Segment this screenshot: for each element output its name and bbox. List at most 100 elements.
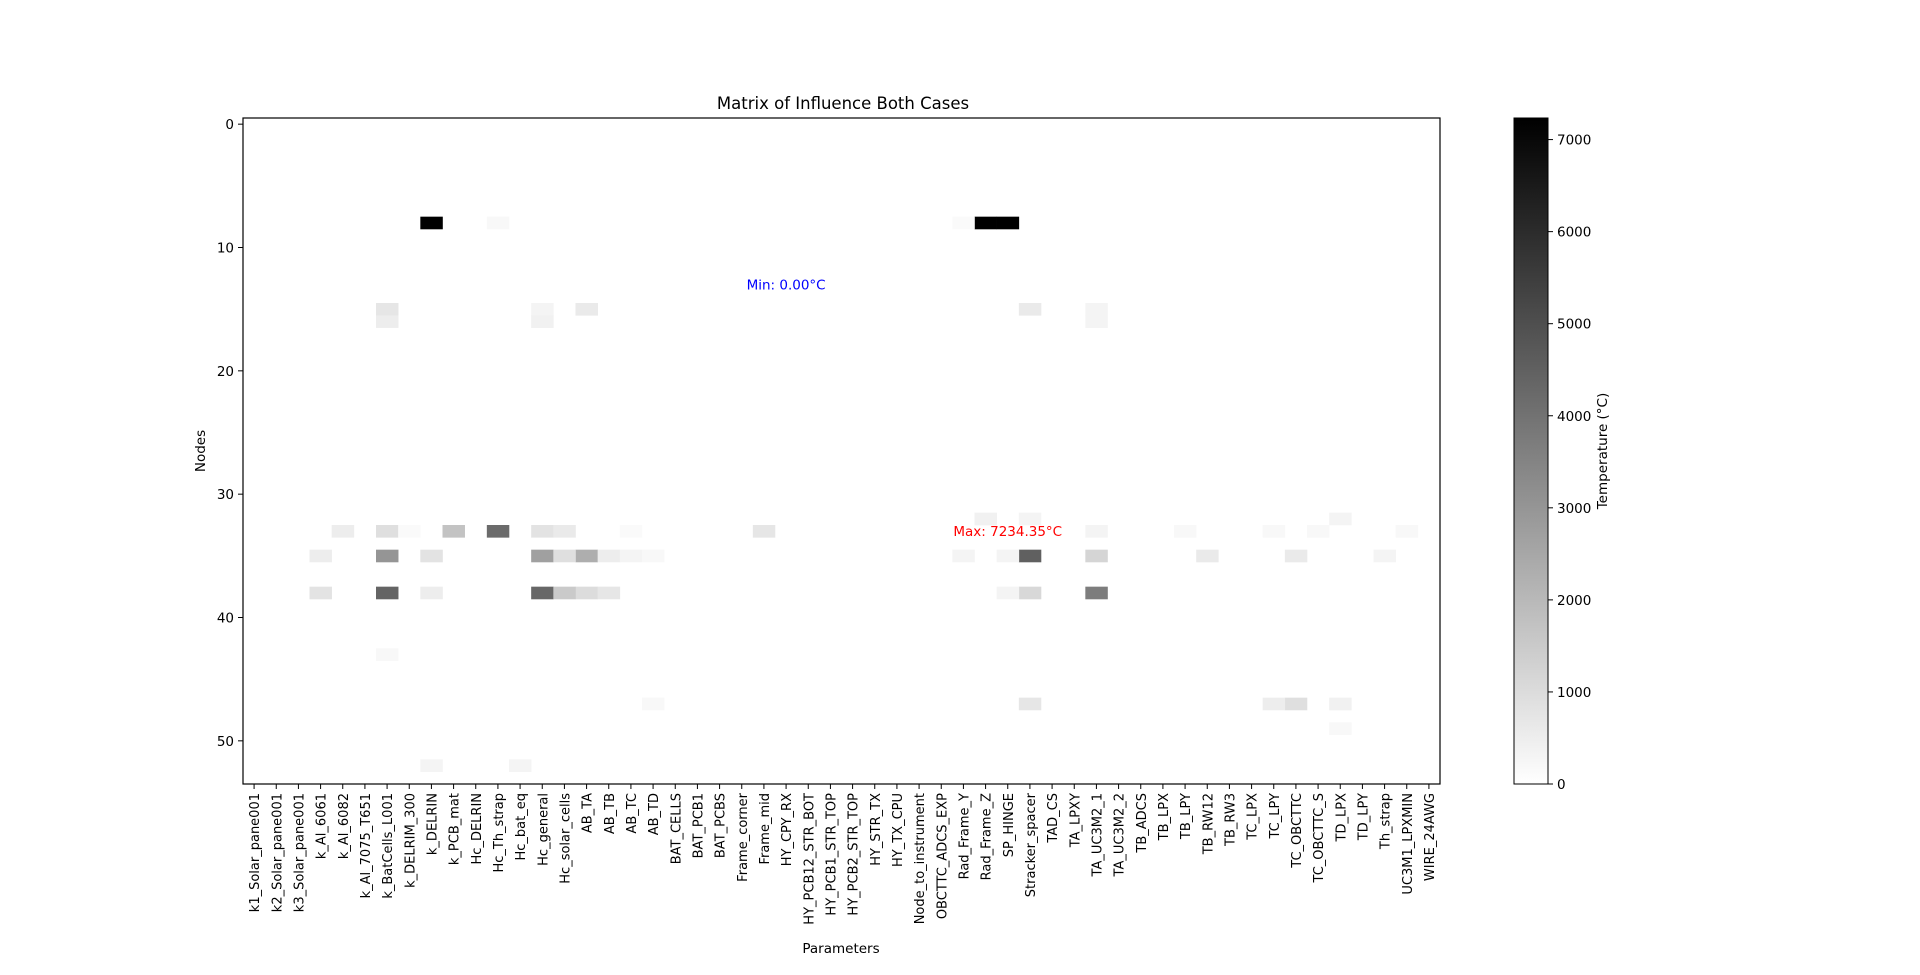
heatmap-cell (531, 315, 554, 328)
heatmap-cell (619, 549, 643, 563)
x-tick-label: k_DELRIN (425, 793, 440, 855)
heatmap-cell (509, 759, 532, 772)
heatmap-cell (1262, 525, 1286, 538)
heatmap-cell (420, 216, 443, 230)
chart-title: Matrix of Influence Both Cases (717, 94, 969, 113)
heatmap-cell (531, 586, 554, 600)
heatmap-cell (376, 525, 399, 538)
x-tick-label: TD_LPX (1334, 793, 1349, 843)
heatmap-cell (553, 586, 576, 600)
heatmap-cell (486, 525, 510, 538)
colorbar-tick-label: 7000 (1557, 133, 1591, 149)
heatmap-cell (1196, 549, 1219, 563)
x-tick-label: AB_TC (625, 793, 640, 834)
x-tick-label: HY_STR_TX (869, 793, 884, 866)
plot-frame (242, 117, 1441, 785)
y-tick-label: 50 (217, 734, 234, 750)
x-tick-label: Hc_DELRIN (470, 793, 485, 864)
x-tick-label: k_DELRIM_300 (403, 793, 418, 888)
x-tick-label: UC3M1_LPXMIN (1401, 793, 1416, 895)
x-tick-label: k_Al_6061 (315, 793, 330, 859)
colorbar-tick-label: 1000 (1557, 685, 1591, 701)
heatmap-annotations: Min: 0.00°C Max: 7234.35°C (747, 278, 1063, 541)
heatmap-cell (1284, 697, 1308, 711)
x-tick-label: Node_to_instrument (913, 793, 928, 924)
x-tick-label: TB_RW12 (1201, 793, 1216, 855)
heatmap-cell (1307, 525, 1330, 538)
x-tick-label: k_PCB_mat (448, 793, 463, 865)
colorbar: 0 1000 2000 3000 4000 5000 6000 7000 Temperatur… (1513, 117, 1611, 793)
x-tick-label: Hc_general (536, 793, 551, 866)
heatmap-cell (1373, 549, 1396, 563)
x-tick-label: Rad_Frame_Y (957, 793, 972, 879)
heatmap-cell (996, 216, 1020, 230)
x-tick-label: BAT_PCBS (714, 793, 729, 858)
colorbar-tick-label: 5000 (1557, 317, 1591, 333)
heatmap-cell (1284, 549, 1308, 563)
x-tick-label: TA_UC3M2_1 (1090, 793, 1105, 877)
heatmap-cells (309, 216, 1419, 772)
heatmap-cell (309, 586, 332, 600)
x-tick-label: HY_PCB1_STR_TOP (824, 793, 839, 916)
heatmap-cell (575, 549, 598, 563)
x-tick-label: Rad_Frame_Z (980, 793, 995, 880)
heatmap-cell (996, 586, 1020, 600)
x-axis-label: Parameters (802, 941, 879, 957)
y-tick-label: 20 (217, 364, 234, 380)
heatmap-cell (442, 525, 465, 538)
heatmap-cell (309, 549, 332, 563)
heatmap-cell (531, 549, 554, 563)
heatmap-cell (752, 525, 776, 538)
x-tick-label: Hc_Th_strap (492, 793, 507, 873)
x-tick-label: k_Al_6082 (337, 793, 352, 859)
x-tick-label: SP_HINGE (1002, 793, 1017, 857)
x-tick-label: k_Al_7075_T651 (359, 793, 374, 898)
heatmap-cell (597, 549, 621, 563)
x-tick-label: Stracker_spacer (1024, 792, 1039, 897)
heatmap-cell (1395, 525, 1419, 538)
colorbar-tick-label: 0 (1557, 777, 1566, 793)
heatmap-cell (619, 525, 643, 538)
heatmap-cell (575, 303, 598, 316)
x-tick-label: TB_LPY (1179, 793, 1194, 840)
heatmap-cell (1329, 512, 1352, 526)
heatmap-cell (974, 216, 997, 230)
heatmap-cell (575, 586, 598, 600)
x-tick-label: OBCTTC_ADCS_EXP (935, 793, 950, 919)
x-axis-ticks: k1_Solar_pane001 k2_Solar_pane001 k3_Solar… (248, 784, 1438, 925)
heatmap-cell (974, 512, 997, 526)
heatmap-cell (376, 648, 399, 661)
colorbar-tick-label: 4000 (1557, 409, 1591, 425)
heatmap-cell (1262, 697, 1286, 711)
heatmap-cell (1018, 697, 1042, 711)
x-tick-label: TAD_CS (1046, 793, 1061, 844)
x-tick-label: Frame_mid (758, 793, 773, 865)
heatmap-cell (531, 525, 554, 538)
x-tick-label: k1_Solar_pane001 (248, 793, 263, 912)
heatmap-cell (553, 549, 576, 563)
x-tick-label: TB_ADCS (1135, 793, 1150, 854)
x-tick-label: TC_LPX (1246, 793, 1261, 841)
x-tick-label: BAT_PCB1 (691, 793, 706, 858)
heatmap-cell (952, 549, 975, 563)
x-tick-label: TD_LPY (1356, 793, 1371, 841)
colorbar-tick-label: 6000 (1557, 225, 1591, 241)
heatmap-cell (1085, 525, 1108, 538)
colorbar-ticks: 0 1000 2000 3000 4000 5000 6000 7000 (1548, 133, 1591, 793)
heatmap-cell (1018, 303, 1042, 316)
x-tick-label: AB_TA (581, 793, 596, 833)
x-tick-label: TC_OBCTTC_S (1312, 793, 1327, 883)
x-tick-label: TC_OBCTTC (1290, 793, 1305, 869)
heatmap-cell (531, 303, 554, 316)
x-tick-label: TB_LPX (1157, 793, 1172, 841)
heatmap-cell (1174, 525, 1197, 538)
x-tick-label: TC_LPY (1268, 793, 1283, 840)
y-tick-label: 0 (225, 117, 234, 133)
heatmap-cell (1085, 586, 1108, 600)
x-tick-label: TA_LPXY (1068, 793, 1083, 848)
x-tick-label: AB_TD (647, 793, 662, 835)
x-tick-label: BAT_CELLS (669, 793, 684, 864)
x-tick-label: WIRE_24AWG (1423, 793, 1438, 881)
heatmap-annotation: Min: 0.00°C (747, 278, 826, 294)
